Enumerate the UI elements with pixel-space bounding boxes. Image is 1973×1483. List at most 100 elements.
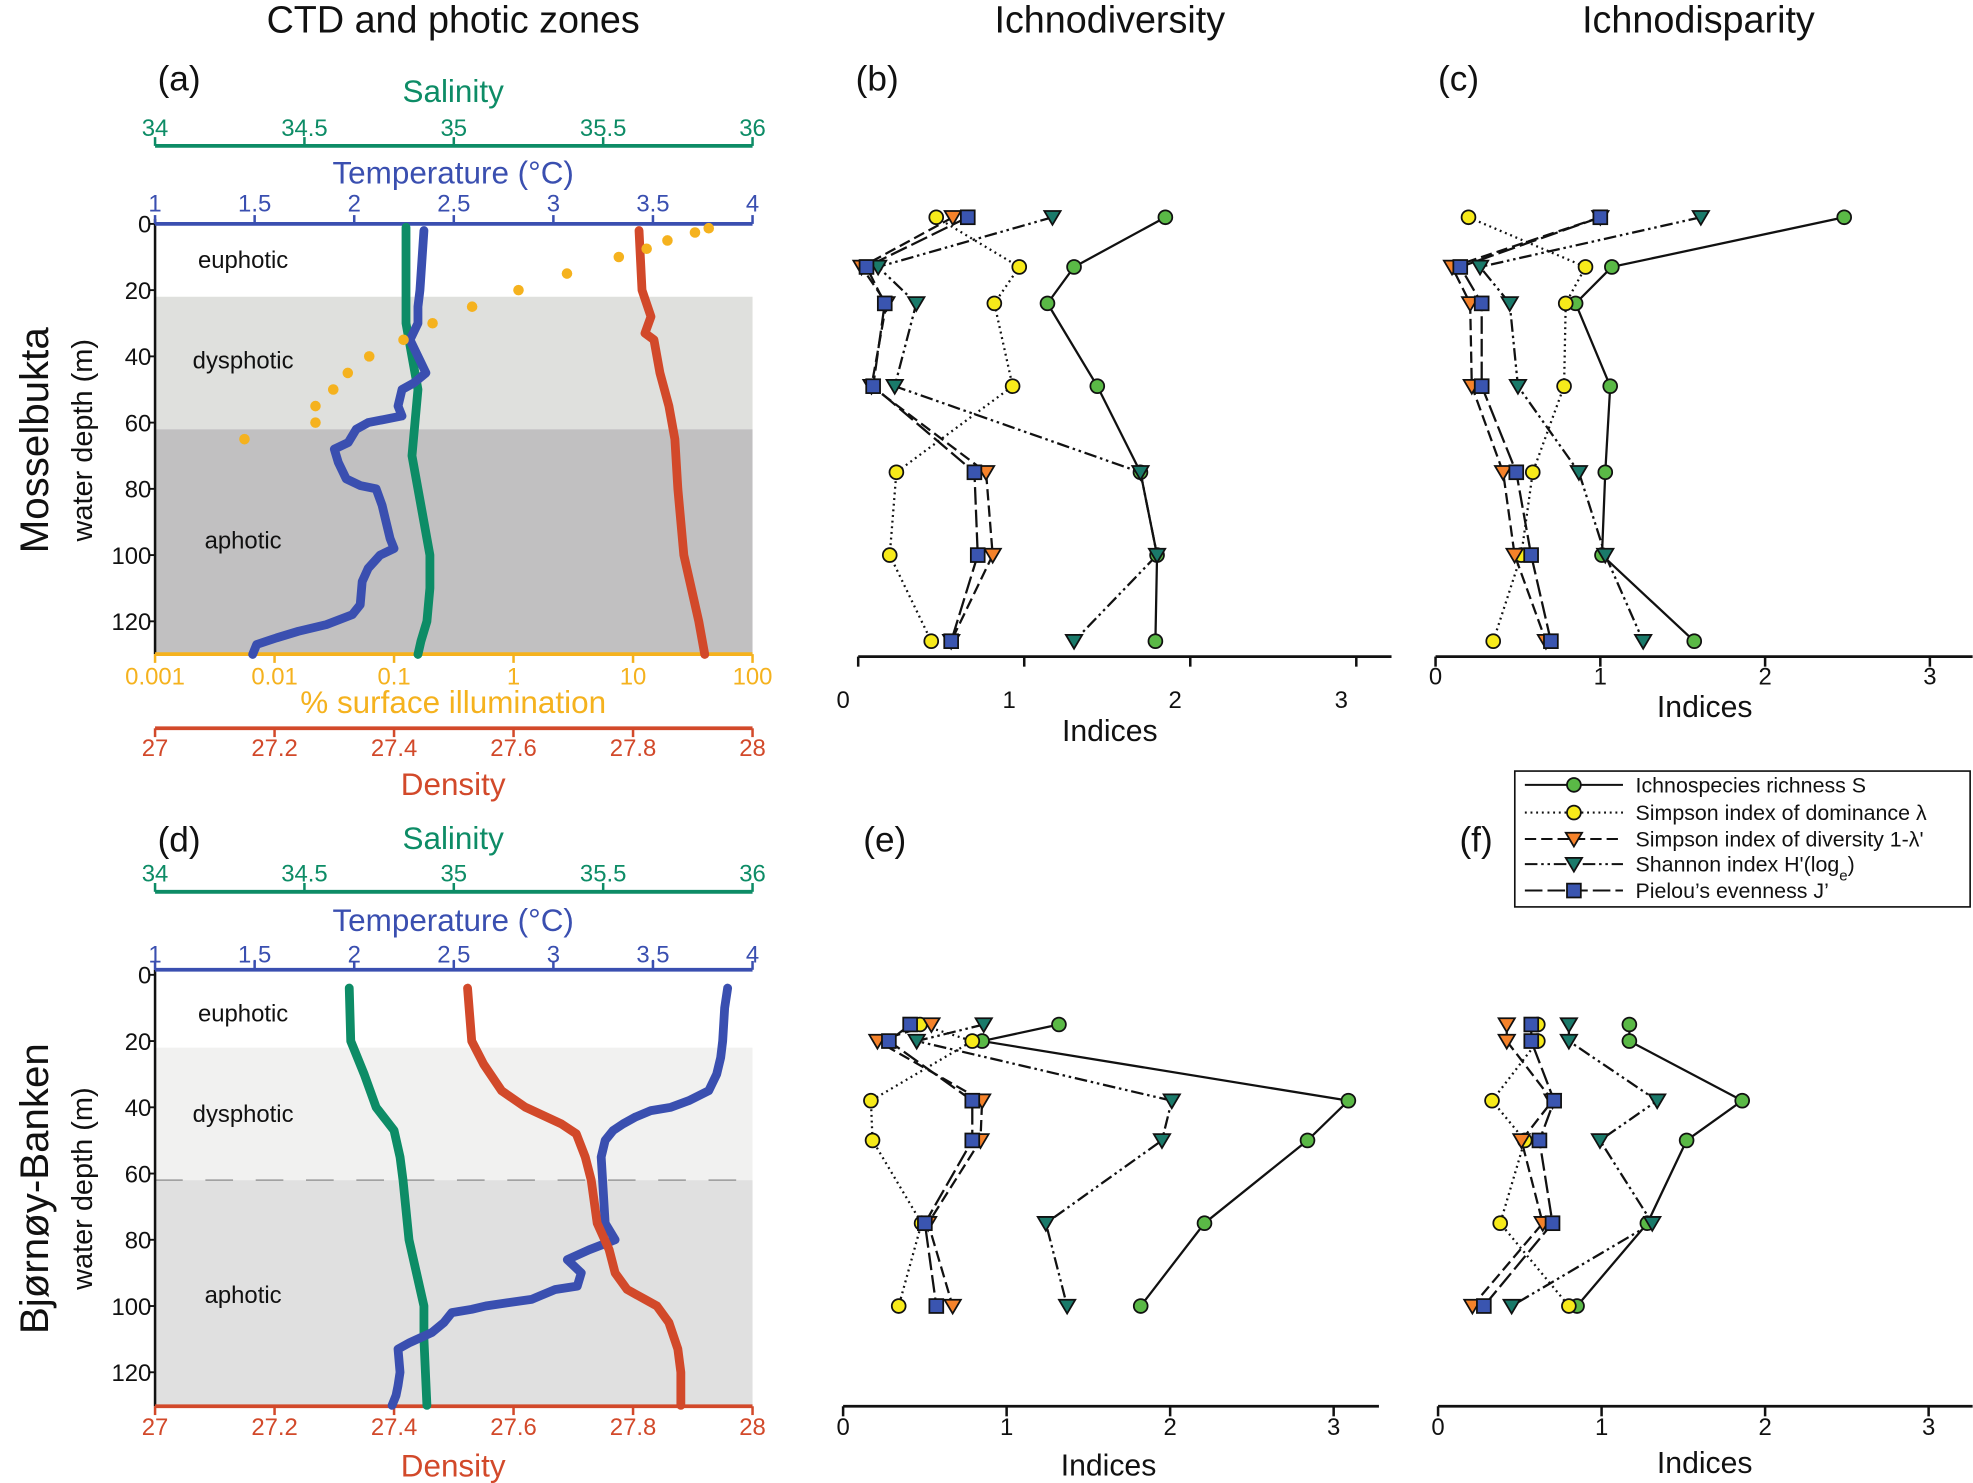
illumination-point <box>310 417 321 428</box>
legend-label: Simpson index of diversity 1-λ' <box>1636 828 1924 852</box>
S-point <box>1836 209 1852 226</box>
pielou-point <box>1543 633 1559 649</box>
shannon-point <box>1162 1093 1182 1110</box>
pielou-point <box>928 1298 945 1314</box>
simpson_div-point <box>982 547 1003 565</box>
lambda-point <box>964 1033 981 1049</box>
legend-item-S: Ichnospecies richness S <box>1524 773 1866 797</box>
S-point <box>1686 633 1703 649</box>
indices-tick-label: 3 <box>1923 663 1936 690</box>
panel-d: euphotic dysphotic aphotic 0 20 40 60 80 100 120 w… <box>67 821 766 1483</box>
zone-label-dysphotic: dysphotic <box>193 348 294 375</box>
shannon-point <box>1633 634 1653 651</box>
density-tick-label: 28 <box>739 735 766 762</box>
lambda-line <box>888 216 1021 642</box>
illumination-tick-label: 0.01 <box>251 663 297 690</box>
panel-f: 0 1 2 3 Indices (f) <box>1431 821 1973 1480</box>
depth-tick-label: 40 <box>125 1095 152 1122</box>
pielou-point <box>1476 1298 1492 1314</box>
illumination-point <box>427 317 438 329</box>
legend-item-lambda: Simpson index of dominance λ <box>1524 801 1927 825</box>
indices-tick-label: 1 <box>1594 663 1607 690</box>
S-point <box>1621 1033 1638 1049</box>
illumination-point <box>363 351 375 362</box>
legend-label-text: Pielou’s evenness J’ <box>1636 879 1829 903</box>
shannon-point <box>1647 1093 1667 1110</box>
indices-tick-label: 3 <box>1327 1414 1340 1441</box>
zone-aphotic <box>155 429 753 655</box>
illumination-point <box>613 251 625 263</box>
illumination-point <box>561 268 573 279</box>
S-point <box>1602 378 1619 394</box>
S-point <box>1066 259 1082 275</box>
pielou-point <box>876 295 893 312</box>
density-tick-label: 27.4 <box>371 735 417 762</box>
simpson_div-point <box>1504 547 1525 565</box>
depth-tick-label: 20 <box>125 1029 152 1056</box>
pielou-point <box>969 547 986 563</box>
simpson_div-line <box>874 1023 984 1307</box>
lambda-point <box>986 295 1003 312</box>
indices-tick-label: 0 <box>836 687 849 714</box>
shannon-point <box>1691 210 1711 227</box>
pielou-point <box>1523 1033 1540 1049</box>
pielou-point <box>966 464 983 481</box>
shannon-point <box>1130 465 1151 482</box>
lambda-point <box>864 1132 881 1149</box>
temperature-tick-label: 3 <box>547 941 560 968</box>
illumination-point <box>513 284 524 296</box>
pielou-point <box>1546 1092 1562 1109</box>
temperature-tick-label: 1.5 <box>238 190 271 217</box>
shannon-point <box>1470 259 1490 277</box>
simpson_div-point <box>942 1298 963 1316</box>
density-tick-label: 27 <box>142 1414 169 1441</box>
pielou-line <box>1482 1024 1556 1307</box>
shannon-point <box>1152 1133 1172 1150</box>
salinity-tick-label: 34.5 <box>281 115 327 142</box>
legend-triangle-icon <box>1564 831 1584 849</box>
shannon-point <box>1569 465 1589 482</box>
salinity-profile <box>401 222 435 659</box>
temperature-tick-label: 4 <box>746 941 759 968</box>
density-tick-label: 27.8 <box>610 735 656 762</box>
temperature-tick-label: 1 <box>148 190 161 217</box>
legend-label: Shannon index H'(loge) <box>1636 853 1855 885</box>
temperature-tick-label: 4 <box>746 190 759 217</box>
pielou-point <box>881 1033 897 1049</box>
lambda-point <box>888 464 905 481</box>
density-axis-title: Density <box>401 767 506 802</box>
depth-tick-label: 100 <box>111 543 151 570</box>
legend-label-subscript: e <box>1839 867 1847 884</box>
indices-axis-title: Indices <box>1657 1447 1753 1480</box>
shannon-point <box>1057 1298 1077 1316</box>
panels: euphoticdysphoticaphotic020406080100120w… <box>67 60 1973 1483</box>
S-point <box>1678 1132 1695 1149</box>
illumination-tick-label: 0.1 <box>377 663 410 690</box>
shannon-point <box>1147 547 1167 565</box>
density-tick-label: 27.6 <box>490 735 536 762</box>
pielou-point <box>1544 1215 1561 1232</box>
indices-tick-label: 2 <box>1758 663 1771 690</box>
shannon-point <box>885 379 905 396</box>
depth-tick-label: 40 <box>125 344 152 371</box>
indices-axis-title: Indices <box>1657 691 1753 724</box>
depth-tick-label: 120 <box>111 1360 151 1387</box>
lambda-point <box>1484 1092 1500 1109</box>
illumination-point <box>466 301 478 312</box>
lambda-point <box>923 633 940 649</box>
lambda-point <box>1492 1215 1509 1232</box>
shannon-point <box>974 1017 994 1034</box>
temperature-profile <box>248 226 431 659</box>
column-title-ichnodisparity: Ichnodisparity <box>1582 0 1815 41</box>
depth-tick-label: 20 <box>125 278 152 305</box>
lambda-point <box>1011 259 1028 275</box>
illumination-tick-label: 100 <box>733 663 773 690</box>
shannon-point <box>1595 547 1615 565</box>
panel-label: (f) <box>1459 821 1492 860</box>
salinity-tick-label: 34 <box>142 115 169 142</box>
panel-label: (a) <box>158 60 201 99</box>
illumination-point <box>239 433 250 445</box>
S-point <box>1147 633 1164 649</box>
pielou-point <box>1473 378 1490 394</box>
pielou-point <box>964 1092 981 1109</box>
